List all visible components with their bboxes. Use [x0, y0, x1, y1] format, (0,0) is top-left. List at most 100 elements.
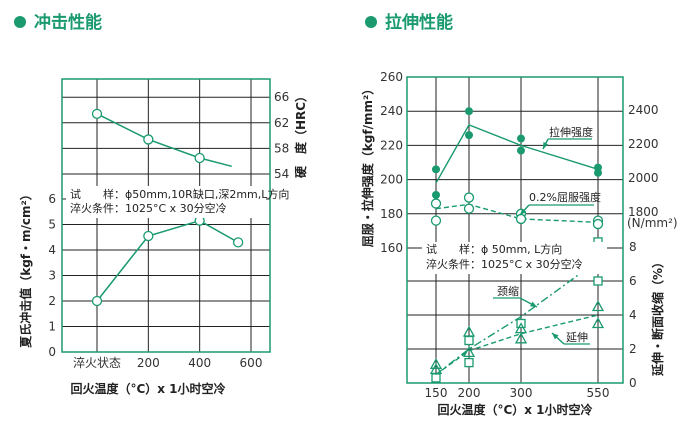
- percent-tick-label: 0: [629, 376, 637, 390]
- strength-axis-title: 屈服・拉伸强度（kgf/mm²）: [360, 83, 375, 247]
- x-tick-label: 淬火状态: [73, 355, 121, 370]
- data-point: [431, 373, 441, 383]
- right-annotation-line-1: 试 样：ϕ 50mm, L方向: [426, 242, 562, 256]
- data-point: [464, 357, 474, 368]
- left-x-axis-title: 回火温度（°C）x 1小时空冷: [70, 381, 225, 396]
- strength-tick-label: 160: [380, 241, 403, 255]
- annotation-bg: [422, 242, 607, 274]
- arrow-head-icon: [530, 301, 537, 307]
- x-tick-label: 150: [425, 386, 448, 400]
- annotation-bg: [66, 186, 266, 218]
- data-point: [463, 192, 475, 203]
- plot-frame: [61, 78, 271, 353]
- hardness-tick-label: 62: [274, 116, 289, 130]
- impact-chart: 0 1 2 3 4 5 6 54 58 62 66 淬火状态 200 400 600: [48, 78, 289, 370]
- percent-tick-label: 2: [629, 342, 637, 356]
- y-tick-label: 1: [48, 320, 56, 334]
- y-tick-label: 0: [48, 345, 56, 359]
- arrow-head-icon: [552, 333, 559, 340]
- label-elongation: 延伸: [566, 331, 588, 344]
- data-point: [233, 237, 244, 248]
- series-line: [435, 314, 599, 376]
- data-point: [514, 332, 528, 344]
- y-tick-label: 5: [48, 218, 56, 232]
- series-line: [96, 219, 239, 302]
- data-point: [143, 230, 154, 242]
- data-point: [465, 107, 473, 116]
- data-point: [91, 295, 103, 307]
- n-mm2-tick-label: 2200: [628, 137, 659, 151]
- data-point: [429, 363, 443, 375]
- data-point: [462, 325, 476, 337]
- right-annotation-line-2: 淬火条件：1025°C x 30分空冷: [426, 257, 583, 271]
- strength-tick-label: 240: [380, 104, 403, 118]
- hardness-axis-title: 硬 度（HRC）: [293, 90, 308, 178]
- hardness-tick-label: 54: [274, 167, 289, 181]
- x-tick-label: 600: [240, 356, 263, 370]
- data-point: [432, 190, 440, 199]
- label-reduction: 颈缩: [497, 285, 519, 298]
- y-tick-label: 4: [48, 243, 56, 257]
- tensile-header: 拉伸性能: [385, 12, 453, 33]
- left-annotation-line-1: 试 样：ϕ50mm,10R缺口,深2mm,L方向: [70, 187, 289, 201]
- label-yield-strength: 0.2%屈服强度: [529, 190, 601, 204]
- data-point: [593, 276, 603, 286]
- series-line: [435, 203, 599, 224]
- hardness-tick-label: 58: [274, 141, 289, 155]
- data-point: [143, 134, 154, 145]
- bullet-icon: [14, 16, 26, 28]
- x-tick-label: 550: [587, 386, 610, 400]
- n-mm2-unit: (N/mm²): [627, 216, 678, 230]
- strength-tick-label: 200: [380, 173, 403, 187]
- percent-tick-label: 6: [629, 274, 637, 288]
- data-point: [464, 335, 474, 346]
- data-point: [432, 165, 440, 174]
- data-point: [517, 134, 525, 143]
- bullet-icon: [365, 16, 377, 28]
- data-point: [591, 300, 605, 312]
- data-point: [463, 203, 475, 214]
- strength-tick-label: 220: [380, 138, 403, 152]
- n-mm2-tick-label: 2000: [628, 171, 659, 185]
- left-y-axis-title: 夏氏冲击值（kgf・m/cm²）: [18, 188, 33, 348]
- hardness-tick-label: 66: [274, 90, 289, 104]
- data-point: [194, 152, 205, 164]
- data-point: [592, 218, 604, 230]
- right-x-axis-title: 回火温度（°C）x 1小时空冷: [437, 402, 592, 417]
- tensile-chart: 160 180 200 220 240 260 1800 2000 2200 2400 0 2 4 6 8 1…: [380, 70, 658, 400]
- y-tick-label: 6: [48, 192, 56, 206]
- label-tensile-strength: 拉伸强度: [549, 125, 593, 139]
- data-point: [515, 213, 527, 225]
- x-tick-label: 200: [137, 356, 160, 370]
- data-point: [517, 146, 525, 155]
- percent-axis-title: 延伸・断面收缩（%）: [650, 256, 665, 377]
- arrow-head-icon: [543, 142, 549, 149]
- n-mm2-tick-label: 2400: [628, 103, 659, 117]
- series-line: [435, 124, 599, 184]
- series-line: [96, 113, 232, 168]
- y-tick-label: 3: [48, 269, 56, 283]
- x-tick-label: 400: [188, 356, 211, 370]
- n-mm2-tick-label: 1800: [628, 205, 659, 219]
- data-point: [591, 317, 605, 329]
- series-line: [435, 260, 599, 376]
- data-point: [462, 346, 476, 358]
- percent-tick-label: 8: [629, 240, 637, 254]
- impact-header: 冲击性能: [34, 12, 102, 33]
- x-tick-label: 300: [510, 386, 533, 400]
- x-tick-label: 200: [458, 386, 481, 400]
- strength-tick-label: 180: [380, 207, 403, 221]
- strength-tick-label: 260: [380, 70, 403, 84]
- percent-tick-label: 4: [629, 308, 637, 322]
- data-point: [91, 108, 103, 119]
- arrow-head-icon: [520, 208, 527, 215]
- data-point: [594, 168, 602, 177]
- data-point: [465, 131, 473, 140]
- data-point: [429, 357, 443, 369]
- data-point: [430, 215, 442, 226]
- data-point: [430, 198, 442, 209]
- left-annotation-line-2: 淬火条件：1025°C x 30分空冷: [70, 201, 227, 215]
- y-tick-label: 2: [48, 294, 56, 308]
- plot-frame: [406, 76, 624, 384]
